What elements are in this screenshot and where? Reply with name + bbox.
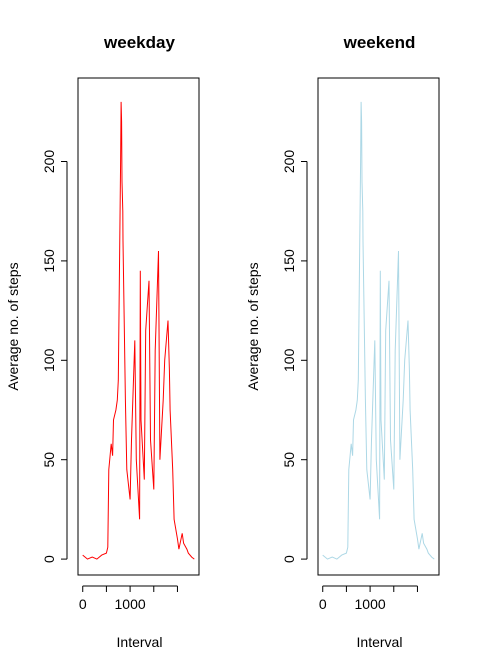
weekend-plot-frame bbox=[317, 77, 440, 576]
weekday-y-tick-label: 200 bbox=[41, 150, 57, 174]
weekday-x-axis-label: Interval bbox=[117, 634, 163, 650]
weekend-series-line-0 bbox=[322, 101, 435, 560]
weekday-y-tick-label: 100 bbox=[41, 348, 57, 372]
weekend-panel: weekend 0 1000 0 50 100 150 200 Interval Average … bbox=[245, 33, 440, 650]
weekday-x-tick-label: 0 bbox=[79, 596, 87, 612]
weekend-y-axis-label: Average no. of steps bbox=[245, 262, 261, 390]
weekend-x-tick-label: 0 bbox=[319, 596, 327, 612]
weekday-series-line-0 bbox=[82, 101, 195, 560]
weekend-x-axis-label: Interval bbox=[357, 634, 403, 650]
weekday-y-axis-label: Average no. of steps bbox=[5, 262, 21, 390]
weekend-y-tick-label: 0 bbox=[281, 555, 297, 563]
weekday-y-tick-label: 150 bbox=[41, 249, 57, 273]
weekday-x-tick-label: 1000 bbox=[115, 596, 146, 612]
weekday-title: weekday bbox=[103, 33, 175, 52]
weekend-y-tick-label: 150 bbox=[281, 249, 297, 273]
weekend-y-tick-label: 200 bbox=[281, 150, 297, 174]
weekend-x-tick-label: 1000 bbox=[355, 596, 386, 612]
weekday-y-tick-label: 50 bbox=[41, 452, 57, 468]
weekday-plot-frame bbox=[77, 77, 200, 576]
weekend-y-tick-label: 100 bbox=[281, 348, 297, 372]
weekday-panel: weekday 0 1000 0 50 100 150 200 Interval Average … bbox=[5, 33, 200, 650]
weekday-y-tick-label: 0 bbox=[41, 555, 57, 563]
weekend-title: weekend bbox=[343, 33, 416, 52]
weekend-y-tick-label: 50 bbox=[281, 452, 297, 468]
